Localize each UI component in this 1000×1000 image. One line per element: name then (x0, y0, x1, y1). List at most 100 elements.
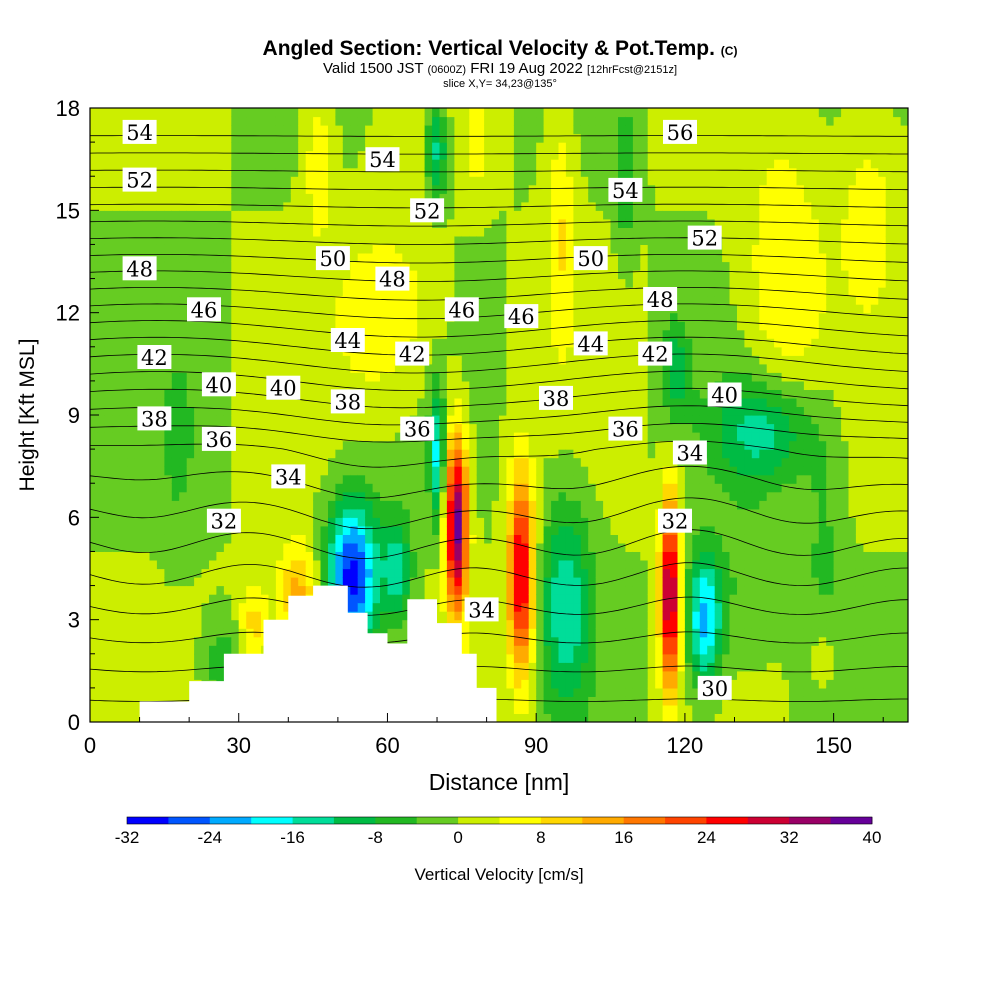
contour-label: 32 (206, 508, 241, 534)
colorbar-frame (126, 816, 873, 825)
contour-label: 38 (137, 406, 172, 431)
contour-label: 34 (672, 440, 707, 466)
colorbar-segment (416, 817, 459, 824)
colorbar-segment (209, 817, 252, 824)
isentrope-line (90, 152, 908, 155)
contour-label: 48 (643, 287, 678, 312)
isentrope-line (90, 529, 908, 559)
isentrope-line (90, 465, 908, 499)
isentrope-line (90, 237, 908, 245)
isentrope-line (90, 405, 908, 426)
colorbar-tick-label: -16 (280, 828, 305, 847)
colorbar-tick-label: 0 (453, 828, 462, 847)
contour-label: 36 (201, 426, 236, 452)
isentrope-line (90, 320, 908, 338)
colorbar-label: Vertical Velocity [cm/s] (414, 865, 583, 884)
contour-label: 30 (697, 675, 732, 701)
colorbar-tick-label: 32 (780, 828, 799, 847)
contour-label: 32 (658, 508, 692, 534)
contour-label: 38 (330, 389, 365, 414)
contour-label: 54 (365, 147, 400, 172)
contour-label: 46 (187, 297, 221, 322)
y-tick-label: 3 (68, 608, 80, 633)
contour-label: 38 (539, 385, 573, 411)
colorbar-segment (665, 817, 707, 824)
contour-label: 34 (271, 464, 306, 489)
y-tick-label: 0 (68, 710, 80, 735)
contour-label: 54 (608, 177, 643, 203)
contour-label: 56 (663, 119, 697, 145)
copyright-mark: (C) (720, 44, 738, 58)
isentrope-line (90, 336, 908, 356)
contour-label: 48 (122, 256, 157, 281)
isentrope-line (90, 135, 908, 137)
colorbar-segment (706, 817, 749, 824)
y-tick-label: 18 (56, 96, 80, 121)
contour-label: 52 (410, 198, 445, 223)
x-tick-label: 120 (667, 733, 704, 758)
contour-label: 40 (266, 375, 301, 401)
utc-time: (0600Z) (427, 64, 467, 76)
colorbar-tick-label: 40 (863, 828, 882, 847)
isentrope-line (90, 186, 908, 191)
contour-label: 46 (444, 297, 479, 322)
valid-date: FRI 19 Aug 2022 (470, 60, 583, 77)
x-tick-label: 150 (815, 733, 852, 758)
colorbar-tick-label: 24 (697, 828, 716, 847)
terrain-mask (90, 585, 908, 722)
isentrope-line (90, 303, 908, 320)
isentrope-line (90, 353, 908, 374)
valid-time: Valid 1500 JST (322, 60, 424, 77)
contour-label: 54 (122, 119, 157, 145)
x-tick-label: 90 (524, 733, 548, 758)
x-tick-label: 0 (84, 733, 96, 758)
isentrope-line (90, 270, 908, 282)
isentrope-line (90, 254, 908, 264)
x-tick-label: 30 (226, 733, 250, 758)
velocity-field (90, 108, 908, 722)
x-tick-label: 60 (375, 733, 399, 758)
colorbar-segment (458, 817, 500, 824)
y-tick-label: 6 (68, 505, 80, 530)
colorbar-segment (830, 817, 873, 824)
chart-subtitle: Valid 1500 JST (0600Z) FRI 19 Aug 2022 [… (0, 60, 1000, 77)
colorbar-segment (375, 817, 418, 824)
contour-label: 42 (638, 341, 673, 367)
colorbar-segment (623, 817, 666, 824)
isentrope-line (90, 203, 908, 209)
terrain (90, 585, 908, 722)
contour-label: 40 (707, 382, 742, 408)
colorbar: -32 -24 -16 -8 0 8 16 24 32 40 (115, 816, 882, 847)
contour-label: 36 (400, 416, 435, 442)
forecast-info: [12hrFcst@2151z] (586, 64, 678, 76)
isentrope-line (90, 562, 908, 588)
colorbar-tick-label: -24 (198, 828, 223, 847)
colorbar-segment (582, 817, 625, 824)
colorbar-segment (499, 817, 542, 824)
colorbar-segment (333, 817, 376, 824)
x-axis: 0 30 60 90 120 150 (84, 713, 884, 758)
colorbar-segment (747, 817, 790, 824)
isentrope-line (90, 497, 908, 530)
colorbar-tick-label: 8 (536, 828, 545, 847)
isentrope-line (90, 169, 908, 173)
contour-label: 36 (608, 416, 643, 442)
contour-labels: 54 52 48 46 42 40 38 36 32 34 40 38 44 50 48 54 52 42 36 46… (122, 119, 742, 701)
isentrope-line (90, 631, 908, 644)
y-axis-label: Height [Kft MSL] (16, 339, 39, 492)
contour-label: 52 (122, 167, 157, 193)
colorbar-tick-label: -32 (115, 828, 140, 847)
isentrope-line (90, 596, 908, 616)
colorbar-tick-label: -8 (368, 828, 383, 847)
colorbar-segment (789, 817, 831, 824)
contour-label: 50 (315, 246, 350, 271)
colorbar-segment (292, 817, 335, 824)
isentrope-line (90, 423, 908, 443)
colorbar-segment (127, 817, 169, 824)
contour-label: 44 (573, 331, 608, 356)
contour-label: 44 (330, 328, 365, 353)
slice-info: slice X,Y= 34,23@135° (443, 78, 557, 90)
contour-label: 42 (395, 341, 430, 367)
chart-title: Angled Section: Vertical Velocity & Pot.… (0, 37, 1000, 61)
